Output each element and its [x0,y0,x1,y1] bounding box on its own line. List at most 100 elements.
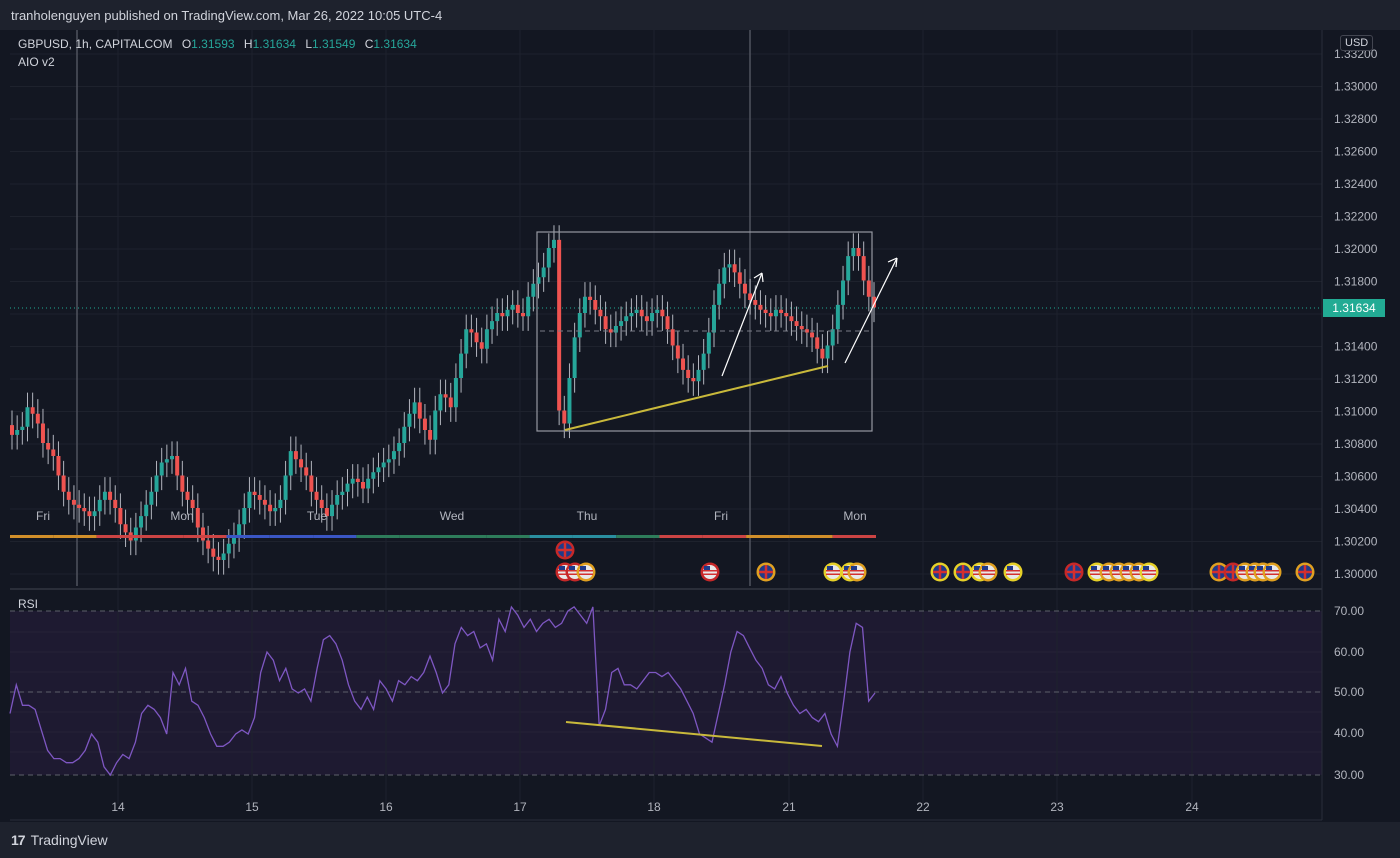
tradingview-logo[interactable]: 17 TradingView [11,832,108,848]
candle [221,538,226,575]
time-tick: 16 [379,800,393,814]
candle [144,490,149,531]
candle [691,363,696,396]
candle [20,412,25,445]
session-label: Mon [170,509,193,523]
candle [175,441,180,491]
band-segment [529,535,573,538]
candle [25,392,30,442]
candle [402,412,407,458]
candle [422,404,427,445]
candle [541,252,546,292]
band-segment [269,535,314,538]
candle [412,387,417,429]
band-segment [702,535,747,538]
band-segment [313,535,357,538]
candle [391,436,396,474]
arrow-annotation[interactable] [721,272,764,377]
candle [30,392,35,429]
rsi-tick: 40.00 [1334,726,1364,740]
brand-text: TradingView [30,832,108,848]
time-tick: 18 [647,800,661,814]
band-segment [616,535,660,538]
band-segment [183,535,227,538]
candle [335,480,340,520]
candle [40,408,45,458]
candle [231,522,236,559]
candle [87,496,92,531]
event-uk-flag-icon [1064,562,1084,582]
publish-header: tranholenguyen published on TradingView.… [0,0,1400,30]
candle [190,485,195,523]
candles-layer [10,225,876,575]
candle [742,269,747,309]
candle [830,314,835,361]
candle [546,233,551,283]
candle [815,322,820,364]
candle [608,314,613,348]
candle [211,534,216,572]
candle [835,290,840,344]
candle [154,460,159,507]
price-tick: 1.31200 [1334,372,1378,386]
trend-color-band [10,535,876,538]
event-us-flag-icon [1139,562,1159,582]
candle [355,464,360,497]
high-value: 1.31634 [252,37,296,51]
rsi-tick: 50.00 [1334,685,1364,699]
candle [495,298,500,336]
session-labels: Fri Mon Tue Wed Thu Fri Mon [36,509,867,523]
chart-svg[interactable]: Fri Mon Tue Wed Thu Fri Mon 1.332001.330001.32… [0,30,1400,822]
session-label: Mon [843,509,866,523]
candle [748,278,753,315]
candle [268,490,273,526]
band-segment [139,535,184,538]
candle [768,298,773,331]
band-segment [572,535,617,538]
trendline-rsi-divergence[interactable] [565,721,823,747]
session-label: Tue [307,509,328,523]
currency-button[interactable]: USD [1340,35,1374,51]
candle [665,301,670,344]
candle [804,314,809,348]
candle [314,477,319,515]
symbol-label[interactable]: GBPUSD, 1h, CAPITALCOM [18,37,173,51]
candle [180,460,185,507]
candle [97,485,102,526]
price-tick: 1.32600 [1334,145,1378,159]
publish-text: tranholenguyen published on TradingView.… [11,8,443,23]
event-uk-flag-icon [756,562,776,582]
trendline-support[interactable] [564,365,829,431]
candle [577,298,582,352]
event-us-flag-icon [1003,562,1023,582]
candle [366,464,371,504]
candle [619,306,624,341]
candle [309,460,314,507]
candle [407,399,412,442]
session-label: Fri [714,509,728,523]
candle [861,241,866,296]
candle [474,317,479,357]
open-value: 1.31593 [191,37,235,51]
candle [846,241,851,296]
economic-events[interactable] [555,540,1315,582]
rsi-label[interactable]: RSI [18,597,39,611]
time-tick: 17 [513,800,527,814]
candle [453,363,458,422]
time-tick: 14 [111,800,125,814]
candle [200,512,205,556]
range-box[interactable] [536,231,873,432]
candle [247,477,252,523]
candle [464,314,469,369]
band-segment [486,535,530,538]
candle [185,477,190,515]
arrow-annotation[interactable] [844,257,898,364]
candle [133,512,138,556]
candle [371,457,376,494]
candle [763,295,768,328]
candle [872,282,876,323]
candle [428,415,433,455]
indicator-label[interactable]: AIO v2 [18,55,55,69]
candle [629,298,634,331]
candle [164,444,169,478]
